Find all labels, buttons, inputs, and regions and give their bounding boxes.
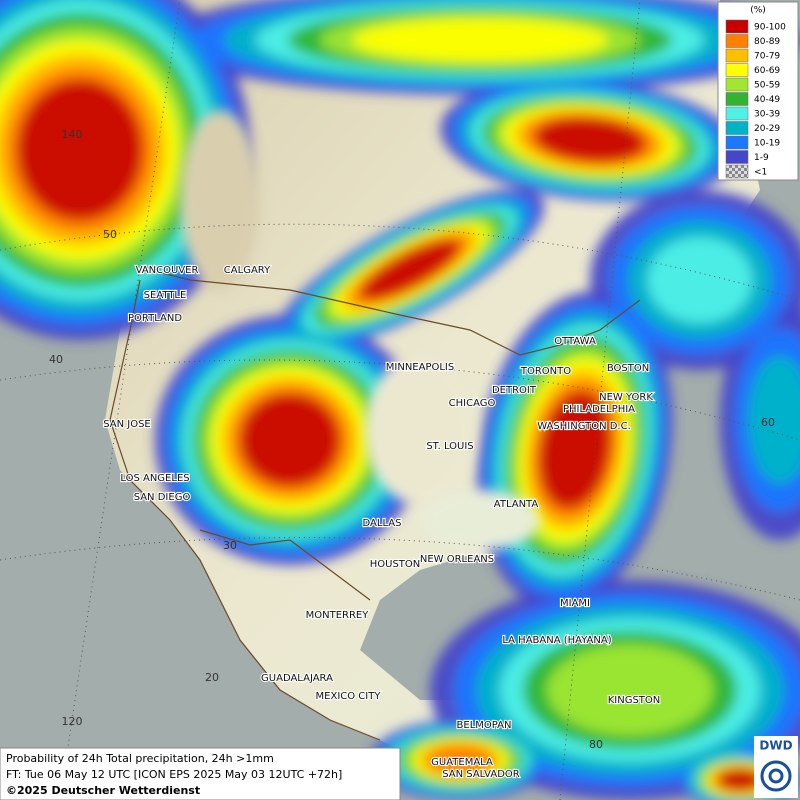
city-label: WASHINGTON D.C.: [537, 421, 631, 432]
legend-rows: 90-100 80-89 70-79 60-69 50-59 40-49 30-39 20-2…: [725, 19, 786, 179]
city-label: LOS ANGELES: [120, 473, 189, 484]
legend-swatch: [725, 92, 749, 106]
legend-swatch: [725, 121, 749, 135]
city-label: SAN SALVADOR: [442, 769, 519, 780]
precip-level: [717, 768, 763, 792]
city-label: GUADALAJARA: [261, 673, 333, 684]
legend-swatch: [725, 63, 749, 77]
city-label: MEXICO CITY: [316, 691, 382, 702]
legend-label: <1: [754, 168, 767, 178]
legend-label: 80-89: [754, 37, 780, 47]
footer-box: [0, 747, 401, 800]
city-label: TORONTO: [520, 366, 571, 377]
legend-label: 60-69: [754, 66, 780, 76]
legend-label: 40-49: [754, 95, 780, 105]
legend-label: 50-59: [754, 81, 780, 91]
legend: (%) 90-100 80-89 70-79 60-69 50-59 40-49 30-39…: [717, 1, 799, 181]
grid-label: 140: [62, 128, 83, 141]
precip-level: [17, 79, 143, 221]
city-label: SAN DIEGO: [134, 492, 191, 503]
legend-swatch: [725, 48, 749, 63]
legend-label: 30-39: [754, 110, 780, 120]
city-label: ATLANTA: [494, 499, 539, 510]
city-label: MINNEAPOLIS: [386, 362, 454, 373]
grid-label: 120: [62, 715, 83, 728]
grid-label: 30: [223, 539, 237, 552]
legend-title: (%): [750, 6, 766, 16]
city-label: CHICAGO: [449, 398, 496, 409]
footer-forecast: FT: Tue 06 May 12 UTC [ICON EPS 2025 May…: [6, 768, 342, 781]
grid-label: 80: [589, 738, 603, 751]
logo-swirl: [768, 768, 784, 784]
city-label: SAN JOSE: [103, 419, 151, 430]
grid-label: 60: [761, 416, 775, 429]
precip-level: [534, 117, 646, 163]
city-label: LA HABANA (HAYANA): [502, 635, 611, 646]
precip-level: [360, 240, 460, 300]
precip-level: [647, 237, 753, 323]
logo-text: DWD: [759, 739, 792, 753]
legend-label: 1-9: [754, 153, 769, 163]
city-label: GUATEMALA: [431, 757, 493, 768]
precip-level: [546, 644, 714, 736]
legend-swatch: [725, 106, 749, 121]
grid-label: 40: [49, 353, 63, 366]
city-label: PHILADELPHIA: [563, 404, 635, 415]
legend-label: 90-100: [754, 23, 786, 33]
footer: Probability of 24h Total precipitation, …: [0, 747, 401, 800]
city-label: CALGARY: [224, 265, 271, 276]
legend-label: 10-19: [754, 139, 780, 149]
precip-level: [240, 393, 340, 487]
dry-area: [420, 490, 540, 550]
city-label: NEW YORK: [599, 392, 653, 403]
city-label: PORTLAND: [128, 313, 182, 324]
precip-level: [426, 744, 494, 776]
borders: [109, 269, 641, 741]
logo-box: [754, 736, 798, 798]
labels: VANCOUVER CALGARY SEATTLE PORTLAND MINNEAPOL…: [49, 128, 775, 781]
legend-swatch: [725, 150, 749, 164]
logo-swirl: [760, 760, 792, 792]
city-label: HOUSTON: [370, 559, 421, 570]
city-label: VANCOUVER: [136, 265, 199, 276]
precip-level: [352, 18, 608, 62]
dry-area: [180, 110, 260, 290]
city-label: MIAMI: [560, 598, 590, 609]
legend-swatch: [725, 19, 749, 34]
footer-copyright: ©2025 Deutscher Wetterdienst: [6, 784, 200, 797]
precip-level: [748, 356, 800, 484]
legend-label: 20-29: [754, 124, 780, 134]
footer-title: Probability of 24h Total precipitation, …: [6, 752, 274, 765]
city-label: OTTAWA: [554, 336, 596, 347]
grid-label: 20: [205, 671, 219, 684]
grid-label: 50: [103, 228, 117, 241]
legend-swatch: [725, 135, 749, 150]
legend-swatch: [725, 164, 749, 179]
city-label: DALLAS: [363, 518, 402, 529]
city-label: DETROIT: [492, 385, 537, 396]
precip-level: [538, 391, 612, 509]
legend-swatch: [725, 34, 749, 48]
city-label: KINGSTON: [608, 695, 661, 706]
legend-swatch: [725, 77, 749, 92]
city-label: MONTERREY: [306, 610, 370, 621]
legend-label: 70-79: [754, 52, 780, 62]
city-label: BELMOPAN: [457, 720, 512, 731]
city-label: NEW ORLEANS: [420, 554, 494, 565]
logo: DWD: [754, 736, 798, 798]
city-label: SEATTLE: [144, 290, 187, 301]
dry-area: [365, 355, 475, 505]
city-label: ST. LOUIS: [426, 441, 473, 452]
city-label: BOSTON: [607, 363, 649, 374]
